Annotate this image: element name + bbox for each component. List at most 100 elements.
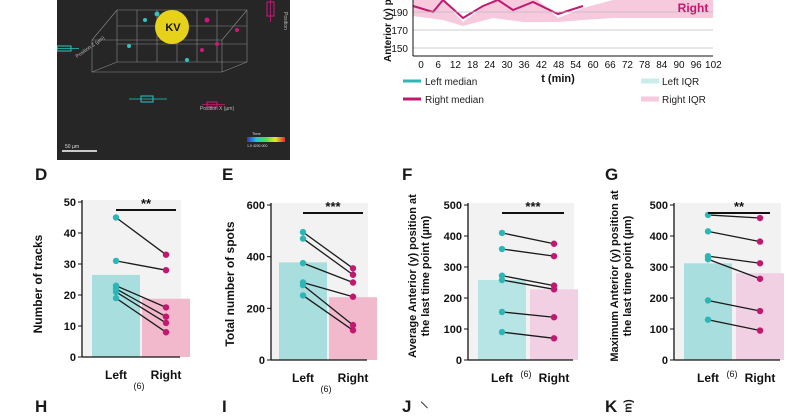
time-series-xtick: 102: [705, 60, 722, 71]
legend-right-median: Right median: [425, 95, 484, 106]
category-label-left: Left: [491, 371, 513, 385]
left-point: [704, 316, 712, 323]
time-series-xtick: 30: [501, 60, 513, 71]
time-series-xtick: 72: [622, 60, 634, 71]
right-point: [756, 275, 764, 282]
time-series-ytick: 150: [391, 44, 408, 55]
left-point: [112, 294, 120, 302]
time-series-xtick: 54: [570, 60, 582, 71]
category-label-left: Left: [105, 368, 127, 382]
time-series-xtick: 90: [673, 60, 685, 71]
ytick-label: 500: [444, 200, 462, 212]
projection-boxplots: [57, 0, 275, 108]
ytick-label: 50: [64, 197, 76, 209]
right-point: [550, 286, 558, 293]
panel-letter-d: D: [35, 165, 48, 184]
chart-d: 0 10 20 30 40 50 ** Left Right (6) Number of trac…: [30, 185, 210, 400]
right-point: [162, 319, 170, 327]
time-series-ytick: 190: [391, 8, 408, 19]
ytick-label: 300: [650, 262, 668, 274]
chart-e-svg: 0 200 400 600 *** Left Right (6): [247, 199, 377, 394]
ytick-label: 200: [247, 303, 265, 315]
time-series-xtick: 36: [519, 60, 531, 71]
bar-left: [279, 262, 327, 360]
panel-letter-i: I: [222, 397, 227, 416]
right-point: [550, 314, 558, 321]
left-point: [112, 257, 120, 265]
sample-size-label: (6): [727, 369, 738, 379]
ytick-label: 30: [64, 259, 76, 271]
paired-line: [302, 262, 354, 284]
paired-line: [707, 230, 761, 243]
ytick-label: 200: [650, 293, 668, 305]
category-label-left: Left: [697, 371, 719, 385]
time-axis-label: t (min): [541, 73, 575, 85]
right-point: [550, 252, 558, 260]
time-series-panel: 190 170 150 0 6 12 18 24 30 36 42 48 54 60 66 72 78 84 90…: [383, 0, 800, 110]
3d-tracking-render: 50 µm Position X (µm) Position Z (µm) Po…: [57, 0, 290, 160]
legend-left-median: Left median: [425, 77, 477, 88]
category-label-right: Right: [338, 371, 369, 385]
legend-left-iqr: Left IQR: [662, 77, 699, 88]
right-point: [162, 267, 170, 274]
chart-d-svg: 0 10 20 30 40 50 ** Left Right (6): [64, 196, 190, 391]
time-series-xtick: 42: [536, 60, 548, 71]
category-label-right: Right: [539, 371, 570, 385]
bar-left: [478, 280, 526, 360]
chart-f-ylabel: Average Anterior (y) position at the las…: [407, 194, 432, 358]
panel-letter-j: J: [402, 397, 412, 416]
paired-line: [302, 284, 354, 326]
left-point: [498, 229, 506, 237]
paired-line: [501, 311, 555, 318]
left-point: [299, 292, 307, 299]
paired-line: [115, 260, 167, 271]
panel-letter-f: F: [402, 165, 413, 184]
kv-label: KV: [165, 22, 181, 34]
axis-x-label: Position X (µm): [200, 106, 235, 112]
paired-line: [707, 255, 761, 264]
time-series-xtick: 66: [605, 60, 617, 71]
time-series-chart: 190 170 150 0 6 12 18 24 30 36 42 48 54 60 66 72 78 84 90…: [383, 0, 722, 106]
legend-right-iqr: Right IQR: [662, 95, 706, 106]
left-point: [299, 281, 307, 289]
paired-line: [501, 232, 555, 245]
right-point: [349, 327, 357, 334]
scale-bar-label: 50 µm: [65, 144, 79, 150]
panel-letter-g: G: [605, 165, 619, 184]
right-median-line: [412, 0, 584, 20]
right-point: [349, 271, 357, 278]
ytick-label: 0: [259, 355, 265, 367]
track-spots: [127, 11, 239, 62]
chart-f: 0 100 200 300 400 500 *** Left Right (6) Average …: [398, 185, 598, 400]
time-series-xtick: 84: [656, 60, 668, 71]
right-point: [349, 321, 357, 329]
paired-line: [501, 331, 555, 339]
ytick-label: 0: [456, 355, 462, 367]
right-point: [756, 307, 764, 315]
paired-line: [302, 281, 354, 298]
panel-k-axis-stub: m): [622, 399, 635, 413]
paired-line: [501, 279, 555, 290]
sample-size-label: (6): [521, 369, 532, 379]
paired-line: [501, 275, 555, 287]
right-point: [162, 313, 170, 320]
right-point: [349, 265, 357, 272]
ytick-label: 600: [247, 200, 265, 212]
ytick-label: 400: [650, 231, 668, 243]
left-point: [704, 256, 712, 263]
paired-line: [707, 319, 761, 332]
ytick-label: 20: [64, 290, 76, 302]
right-point: [162, 251, 170, 258]
ytick-label: 400: [247, 252, 265, 264]
paired-line: [115, 285, 167, 308]
paired-line: [115, 291, 167, 324]
axis-z-label: Position Z (µm): [75, 35, 107, 60]
left-point: [704, 228, 712, 235]
paired-line: [302, 231, 354, 269]
panel-j-axis-stub: /: [417, 400, 432, 410]
right-point: [756, 260, 764, 267]
significance-label: **: [734, 199, 745, 214]
time-series-ylabel: Anterior (y) po: [383, 0, 394, 62]
left-point: [498, 328, 506, 336]
time-series-xtick: 18: [467, 60, 479, 71]
